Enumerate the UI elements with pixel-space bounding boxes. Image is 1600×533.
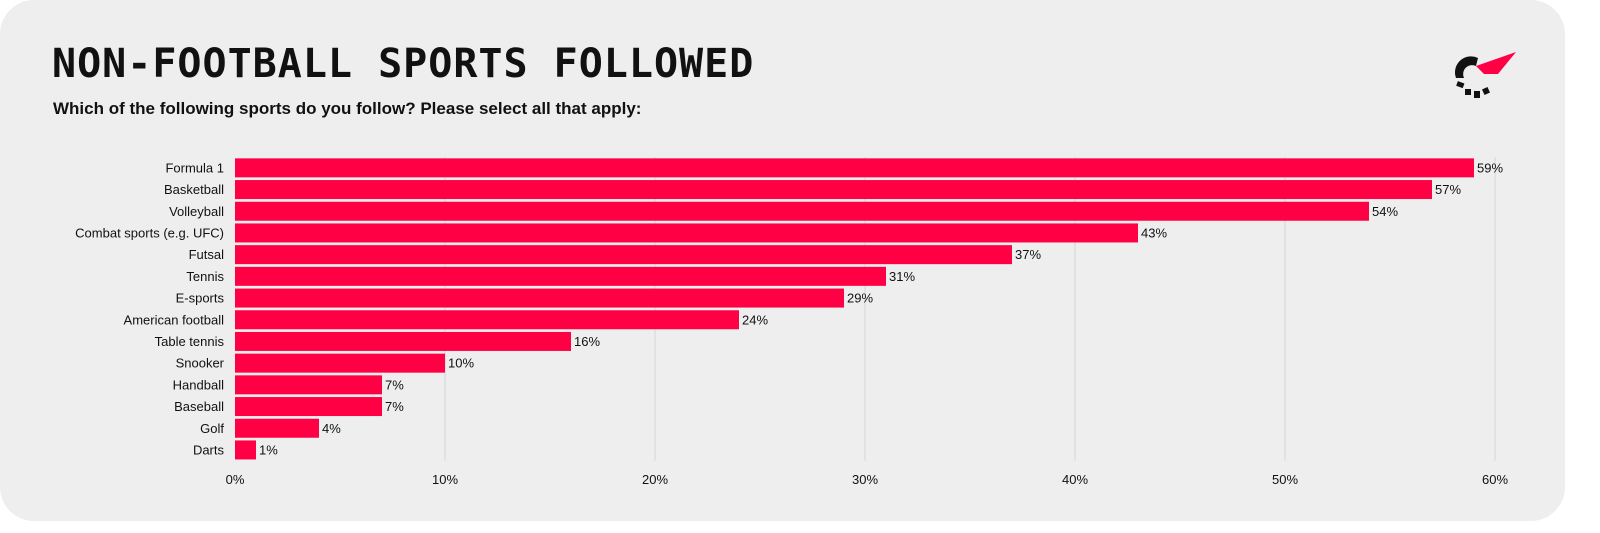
x-tick-label: 0% (226, 472, 245, 487)
value-label: 31% (889, 269, 915, 284)
bar (235, 418, 319, 438)
logo-dash-4 (1482, 87, 1490, 95)
value-label: 57% (1435, 182, 1461, 197)
bar (235, 158, 1474, 178)
bar (235, 353, 445, 373)
category-label: American football (124, 312, 225, 327)
category-label: Table tennis (155, 334, 225, 349)
value-label: 37% (1015, 247, 1041, 262)
category-label: Baseball (174, 399, 224, 414)
logo-dash-3 (1474, 91, 1480, 98)
logo-dash-2 (1465, 89, 1471, 95)
x-tick-label: 50% (1272, 472, 1298, 487)
category-label: Darts (193, 442, 225, 457)
value-label: 7% (385, 399, 404, 414)
category-label: Golf (200, 421, 224, 436)
bar (235, 375, 382, 395)
x-tick-label: 40% (1062, 472, 1088, 487)
logo-dash-1 (1456, 81, 1465, 89)
category-label: Volleyball (169, 204, 224, 219)
bar (235, 288, 844, 308)
category-label: Futsal (189, 247, 225, 262)
value-label: 4% (322, 421, 341, 436)
x-tick-label: 30% (852, 472, 878, 487)
brand-logo-icon (1454, 52, 1516, 98)
bar (235, 310, 739, 330)
x-tick-label: 60% (1482, 472, 1508, 487)
bar (235, 331, 571, 351)
value-label: 59% (1477, 160, 1503, 175)
category-label: Snooker (176, 356, 225, 371)
bar (235, 245, 1012, 265)
value-label: 10% (448, 356, 474, 371)
bar (235, 440, 256, 460)
bar (235, 180, 1432, 200)
value-label: 16% (574, 334, 600, 349)
logo-dark-arc (1454, 56, 1478, 78)
category-label: Formula 1 (165, 160, 224, 175)
value-label: 7% (385, 377, 404, 392)
category-label: Basketball (164, 182, 224, 197)
category-label: Tennis (186, 269, 224, 284)
chart-subtitle: Which of the following sports do you fol… (53, 99, 642, 118)
value-label: 43% (1141, 225, 1167, 240)
x-tick-label: 10% (432, 472, 458, 487)
value-label: 24% (742, 312, 768, 327)
category-label: E-sports (176, 291, 225, 306)
category-label: Combat sports (e.g. UFC) (75, 225, 224, 240)
category-label: Handball (173, 377, 224, 392)
value-label: 29% (847, 291, 873, 306)
bar (235, 201, 1369, 221)
value-label: 54% (1372, 204, 1398, 219)
bar (235, 266, 886, 286)
bar (235, 397, 382, 417)
x-tick-label: 20% (642, 472, 668, 487)
value-label: 1% (259, 442, 278, 457)
logo-accent-shape (1476, 52, 1516, 74)
chart-title: NON-FOOTBALL SPORTS FOLLOWED (52, 41, 755, 87)
bar (235, 223, 1138, 243)
